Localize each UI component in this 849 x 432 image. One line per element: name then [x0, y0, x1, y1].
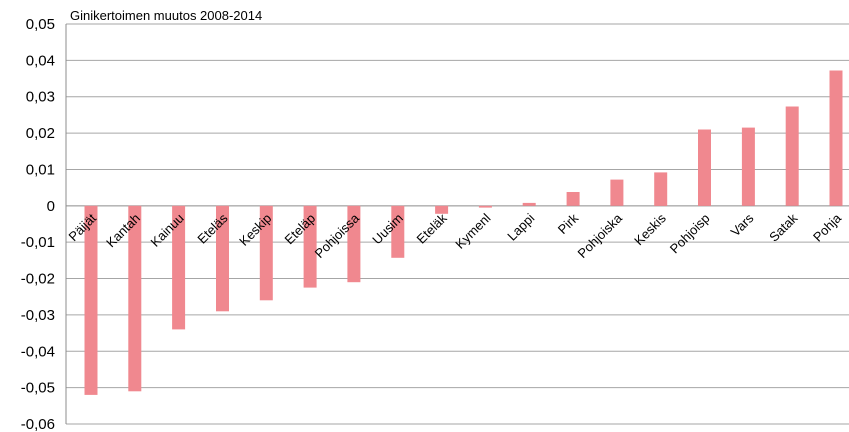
x-tick-label: Lappi	[504, 210, 537, 243]
bar	[479, 206, 492, 208]
y-tick-label: -0,04	[21, 343, 55, 360]
x-tick-label: Vars	[728, 210, 757, 239]
y-tick-label: -0,05	[21, 380, 55, 397]
x-tick-label: Kymenl	[452, 210, 493, 251]
y-tick-label: 0,02	[26, 125, 55, 142]
y-tick-label: -0,06	[21, 416, 55, 432]
x-tick-label: Pohja	[810, 210, 845, 245]
x-tick-label: Pohjoisp	[667, 211, 713, 257]
y-tick-label: -0,02	[21, 271, 55, 288]
y-tick-label: 0,01	[26, 161, 55, 178]
bar	[85, 206, 98, 395]
bar	[610, 180, 623, 206]
x-tick-label: Eteläk	[414, 210, 451, 247]
bar	[830, 71, 843, 206]
y-tick-label: -0,01	[21, 234, 55, 251]
y-tick-label: -0,03	[21, 307, 55, 324]
y-tick-label: 0	[47, 198, 55, 215]
bar	[654, 172, 667, 206]
y-axis: 0,05 0,04 0,03 0,02 0,01 0 -0,01 -0,02 -0,03 -0,0…	[21, 16, 66, 432]
x-tick-label: Pirk	[555, 210, 582, 237]
x-tick-label: Pohjoiska	[575, 210, 626, 261]
x-tick-label: Satak	[766, 210, 800, 244]
chart-title: Ginikertoimen muutos 2008-2014	[70, 8, 262, 23]
y-tick-label: 0,03	[26, 89, 55, 106]
y-tick-label: 0,05	[26, 16, 55, 33]
bar	[742, 128, 755, 206]
bar	[523, 203, 536, 206]
bar	[567, 192, 580, 206]
bar	[786, 107, 799, 206]
y-tick-label: 0,04	[26, 52, 55, 69]
bar	[698, 130, 711, 206]
